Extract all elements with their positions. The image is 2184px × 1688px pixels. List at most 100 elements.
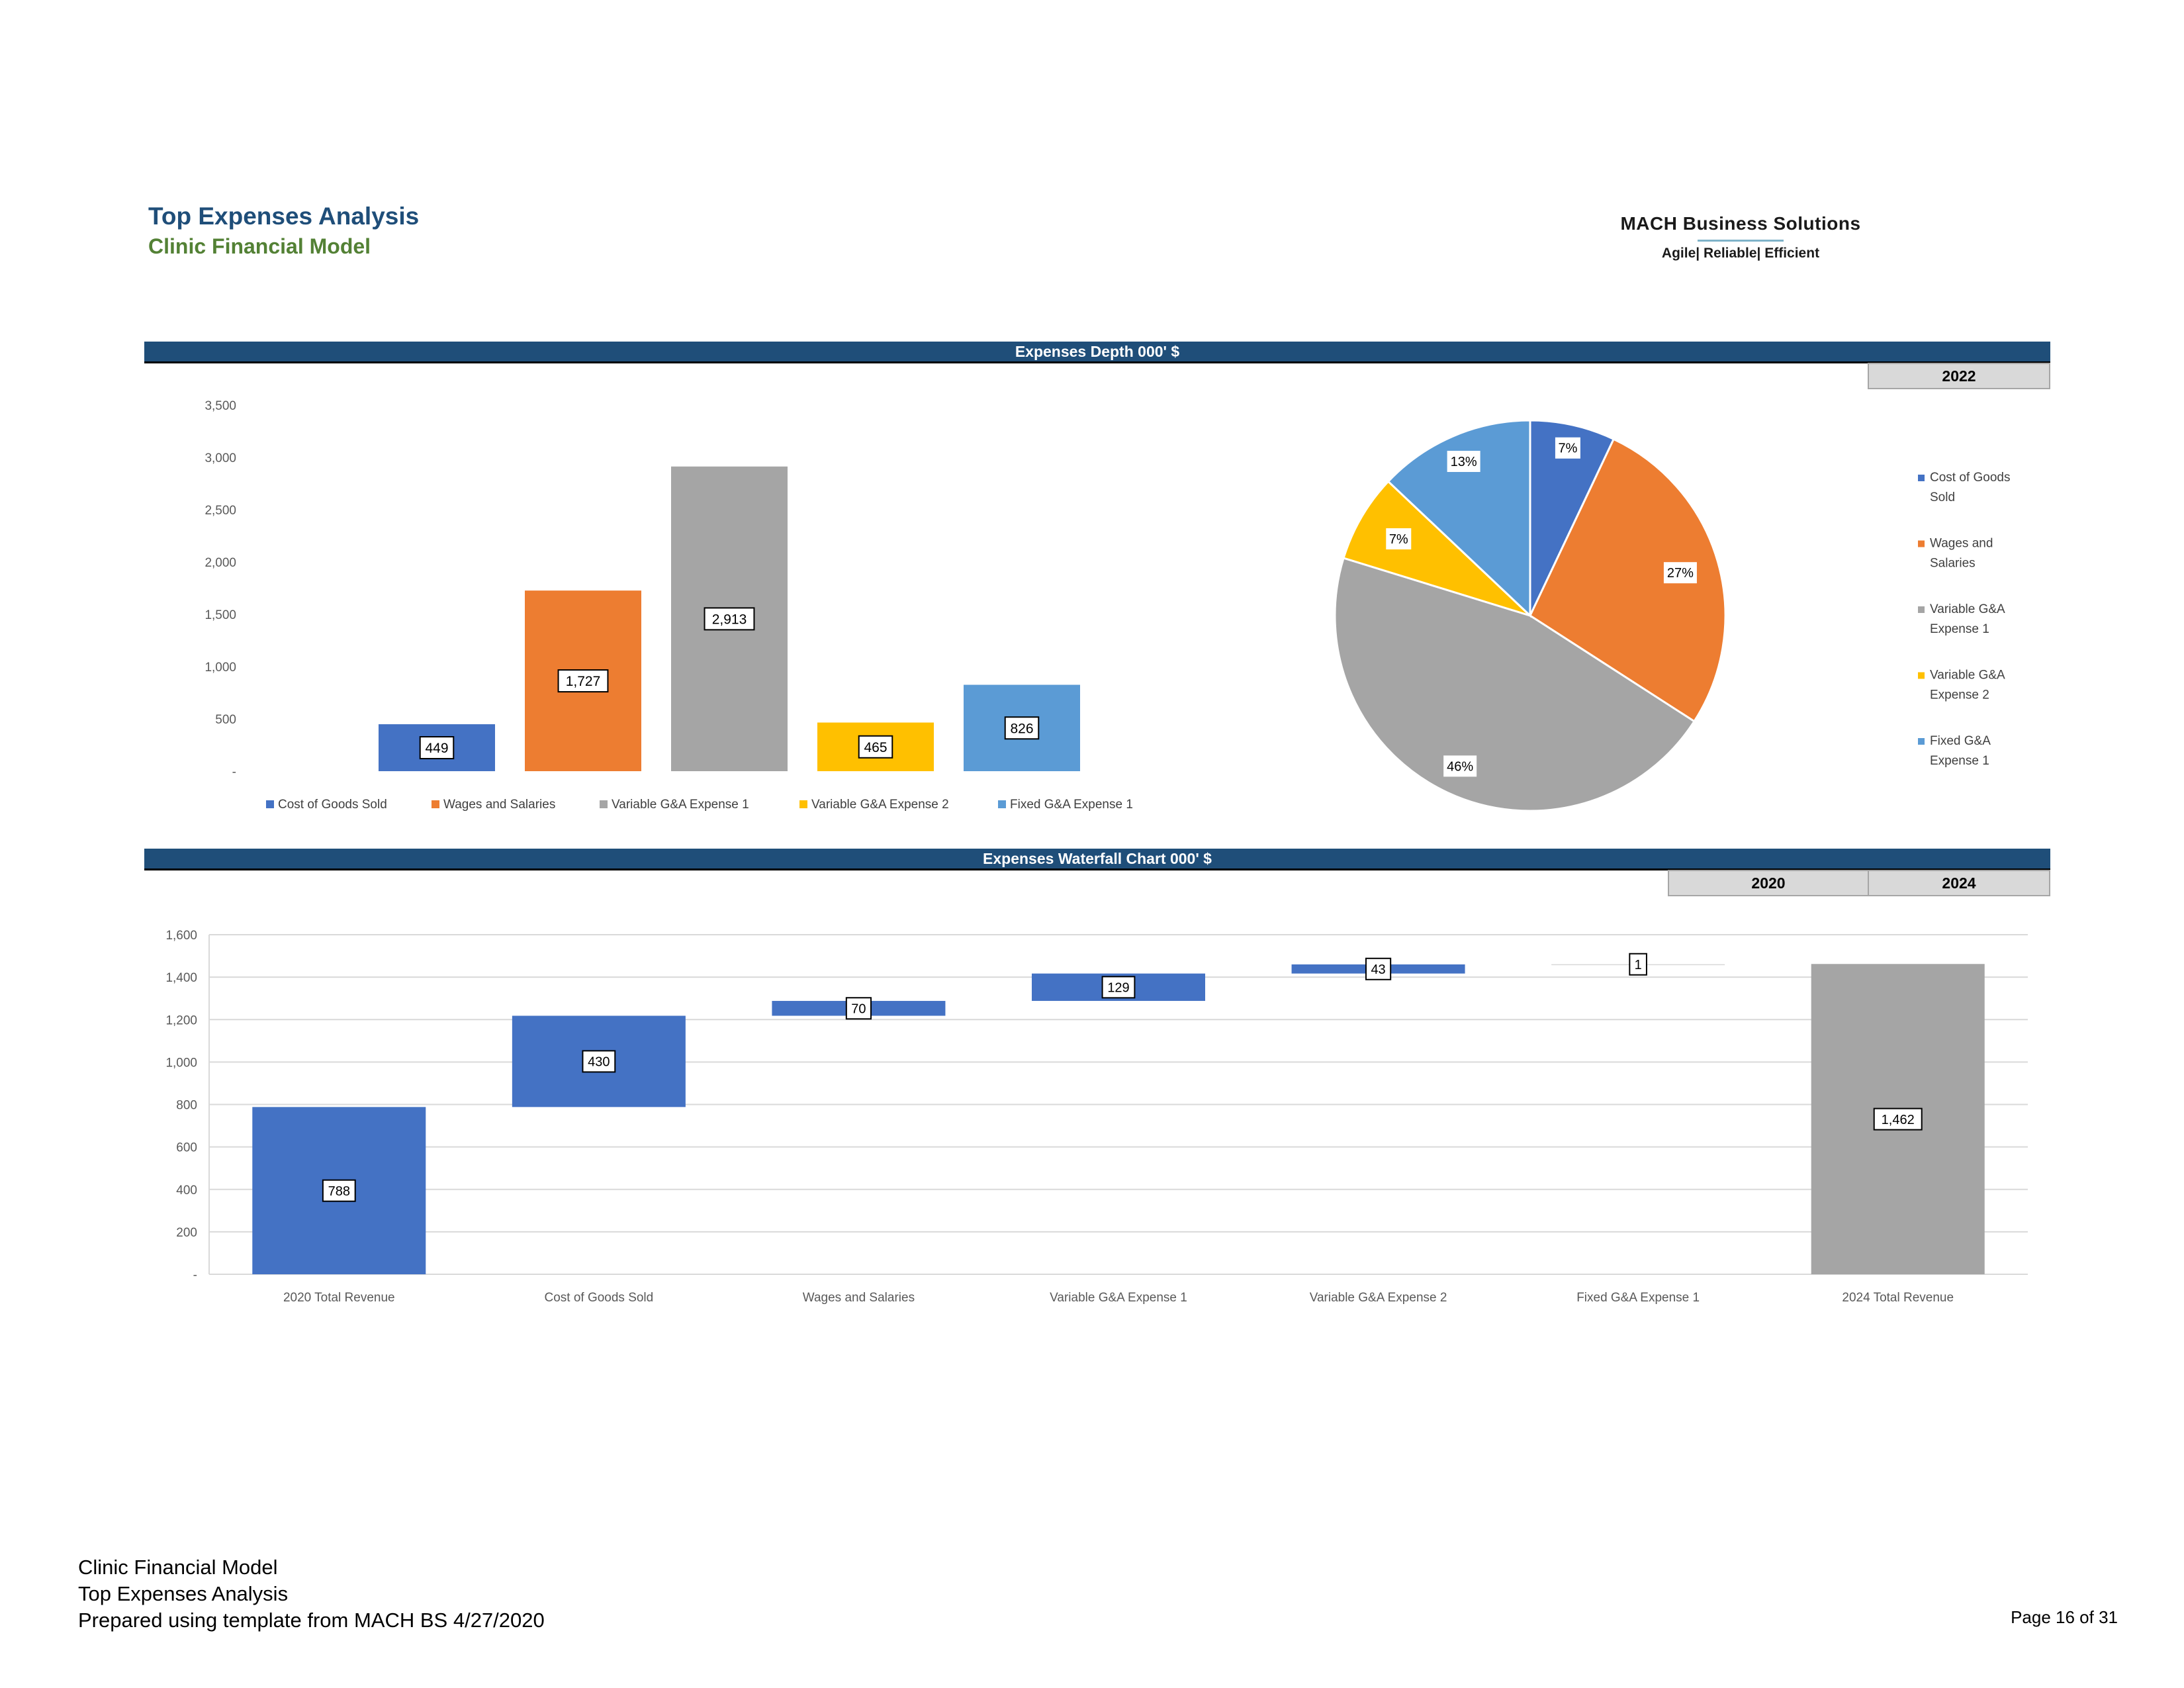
pie-label-box xyxy=(1386,528,1412,550)
pie-legend-swatch xyxy=(1918,738,1925,745)
footer-line-3: Prepared using template from MACH BS 4/2… xyxy=(78,1609,545,1632)
bar-legend-label: Variable G&A Expense 1 xyxy=(612,798,749,812)
bar-data-label-box xyxy=(1004,716,1040,740)
pie-legend-label-variable-ga-expense-2: Variable G&A Expense 2 xyxy=(1930,669,2005,702)
pie-legend-line: Expense 1 xyxy=(1930,754,1989,768)
bar-y-tick-label: 1,500 xyxy=(205,608,236,622)
pie-legend-swatch xyxy=(1918,475,1925,481)
waterfall-x-tick-label: Variable G&A Expense 1 xyxy=(1050,1291,1187,1305)
pie-label-box xyxy=(1555,437,1580,459)
waterfall-y-tick-label: 200 xyxy=(176,1226,197,1240)
bar-data-label-box xyxy=(858,735,893,759)
waterfall-x-tick-label: 2024 Total Revenue xyxy=(1842,1291,1954,1305)
waterfall-data-label-box xyxy=(322,1179,356,1202)
waterfall-x-tick-label: 2020 Total Revenue xyxy=(283,1291,395,1305)
bar-y-tick-label: 2,000 xyxy=(205,556,236,570)
pie-percent-label: 27% xyxy=(1667,566,1694,581)
pie-slice-variable-ga-expense-1 xyxy=(1334,557,1696,812)
section-header-expenses-depth: Expenses Depth 000' $ xyxy=(144,342,2050,363)
bar-legend-swatch xyxy=(799,800,807,808)
expenses-waterfall-chart: - 200 400 600 800 1,000 1,200 1,400 1,600 788 2020… xyxy=(165,929,2028,1305)
pie-legend-line: Variable G&A xyxy=(1930,669,2005,682)
year-cell-2022: 2022 xyxy=(1868,363,2050,389)
expenses-bar-chart: - 500 1,000 1,500 2,000 2,500 3,000 3,500 449 1,7… xyxy=(205,399,1132,812)
waterfall-data-label-box xyxy=(1365,957,1392,980)
pie-legend-line: Cost of Goods xyxy=(1930,471,2010,485)
pie-slice-cost-of-goods-sold xyxy=(1529,419,1615,616)
waterfall-data-label: 430 xyxy=(588,1055,610,1070)
pie-legend-line: Expense 2 xyxy=(1930,688,1989,702)
bar-data-label: 1,727 xyxy=(566,674,601,689)
waterfall-y-tick-label: 1,600 xyxy=(165,929,197,943)
bar-legend-label: Fixed G&A Expense 1 xyxy=(1010,798,1133,812)
section-header-waterfall: Expenses Waterfall Chart 000' $ xyxy=(144,849,2050,870)
pie-slice-fixed-ga-expense-1 xyxy=(1387,419,1531,618)
waterfall-data-label: 788 xyxy=(328,1184,350,1199)
waterfall-data-label: 43 xyxy=(1371,962,1385,977)
waterfall-x-tick-label: Variable G&A Expense 2 xyxy=(1310,1291,1447,1305)
waterfall-data-label: 1 xyxy=(1635,958,1642,972)
bar-data-label: 2,913 xyxy=(712,612,747,627)
bar-y-tick-label: - xyxy=(232,765,236,779)
waterfall-y-tick-label: 1,000 xyxy=(165,1056,197,1070)
waterfall-x-tick-label: Wages and Salaries xyxy=(803,1291,915,1305)
bar-legend-swatch xyxy=(998,800,1006,808)
waterfall-data-label: 70 xyxy=(851,1002,866,1016)
logo-underline xyxy=(1698,240,1784,242)
footer-line-2: Top Expenses Analysis xyxy=(78,1582,289,1605)
waterfall-data-label-box xyxy=(582,1050,616,1073)
page-subtitle: Clinic Financial Model xyxy=(148,234,371,258)
expenses-pie-chart: 7% 27% 46% 7% 13% Cost of Goods Sold Wages and S… xyxy=(1334,419,2010,812)
waterfall-data-label-box xyxy=(1101,976,1136,999)
bar-legend-label: Wages and Salaries xyxy=(443,798,555,812)
waterfall-x-tick-label: Fixed G&A Expense 1 xyxy=(1576,1291,1700,1305)
pie-legend-label-variable-ga-expense-1: Variable G&A Expense 1 xyxy=(1930,602,2005,636)
pie-legend-line: Variable G&A xyxy=(1930,602,2005,616)
pie-legend-line: Salaries xyxy=(1930,557,1976,571)
pie-label-box xyxy=(1443,755,1477,777)
footer-line-1: Clinic Financial Model xyxy=(78,1556,278,1579)
waterfall-y-tick-label: 1,200 xyxy=(165,1013,197,1027)
year-cell-2024: 2024 xyxy=(1868,870,2050,896)
pie-legend-swatch xyxy=(1918,606,1925,613)
pie-legend-label-wages-and-salaries: Wages and Salaries xyxy=(1930,537,1993,571)
waterfall-data-label-box xyxy=(1873,1107,1923,1131)
bar-legend-swatch xyxy=(432,800,439,808)
waterfall-y-tick-label: 600 xyxy=(176,1141,197,1155)
waterfall-data-label-box xyxy=(1629,953,1647,976)
pie-label-box xyxy=(1447,450,1480,472)
pie-percent-label: 7% xyxy=(1558,442,1577,456)
year-cell-2020: 2020 xyxy=(1668,870,1869,896)
bar-y-tick-label: 500 xyxy=(215,713,236,727)
pie-percent-label: 7% xyxy=(1389,532,1408,547)
bar-y-tick-label: 3,000 xyxy=(205,451,236,465)
pie-legend-line: Sold xyxy=(1930,491,1955,504)
bar-legend-label: Variable G&A Expense 2 xyxy=(811,798,949,812)
bar-y-tick-label: 1,000 xyxy=(205,661,236,675)
pie-legend-swatch xyxy=(1918,672,1925,679)
page-title: Top Expenses Analysis xyxy=(148,203,420,230)
waterfall-x-tick-label: Cost of Goods Sold xyxy=(544,1291,653,1305)
page-number: Page 16 of 31 xyxy=(2011,1607,2118,1627)
pie-slice-variable-ga-expense-2 xyxy=(1342,480,1531,617)
pie-legend-label-cost-of-goods-sold: Cost of Goods Sold xyxy=(1930,471,2010,504)
waterfall-data-label: 129 xyxy=(1107,981,1129,996)
bar-y-tick-label: 3,500 xyxy=(205,399,236,413)
pie-legend-swatch xyxy=(1918,540,1925,547)
pie-legend-line: Fixed G&A xyxy=(1930,734,1991,748)
bar-data-label-box xyxy=(419,736,455,760)
logo-tagline: Agile| Reliable| Efficient xyxy=(1661,246,1820,261)
bar-data-label-box xyxy=(557,669,609,693)
waterfall-y-tick-label: - xyxy=(193,1268,197,1282)
pie-label-box xyxy=(1663,562,1697,584)
bar-legend-swatch xyxy=(266,800,274,808)
pie-percent-label: 46% xyxy=(1447,759,1473,774)
pie-percent-label: 13% xyxy=(1451,455,1477,469)
bar-y-tick-label: 2,500 xyxy=(205,504,236,518)
waterfall-y-tick-label: 800 xyxy=(176,1099,197,1113)
company-logo: MACH Business Solutions Agile| Reliable|… xyxy=(1602,213,1880,261)
bar-legend-swatch xyxy=(600,800,608,808)
pie-legend-label-fixed-ga-expense-1: Fixed G&A Expense 1 xyxy=(1930,734,1991,768)
bar-data-label: 465 xyxy=(864,740,887,755)
